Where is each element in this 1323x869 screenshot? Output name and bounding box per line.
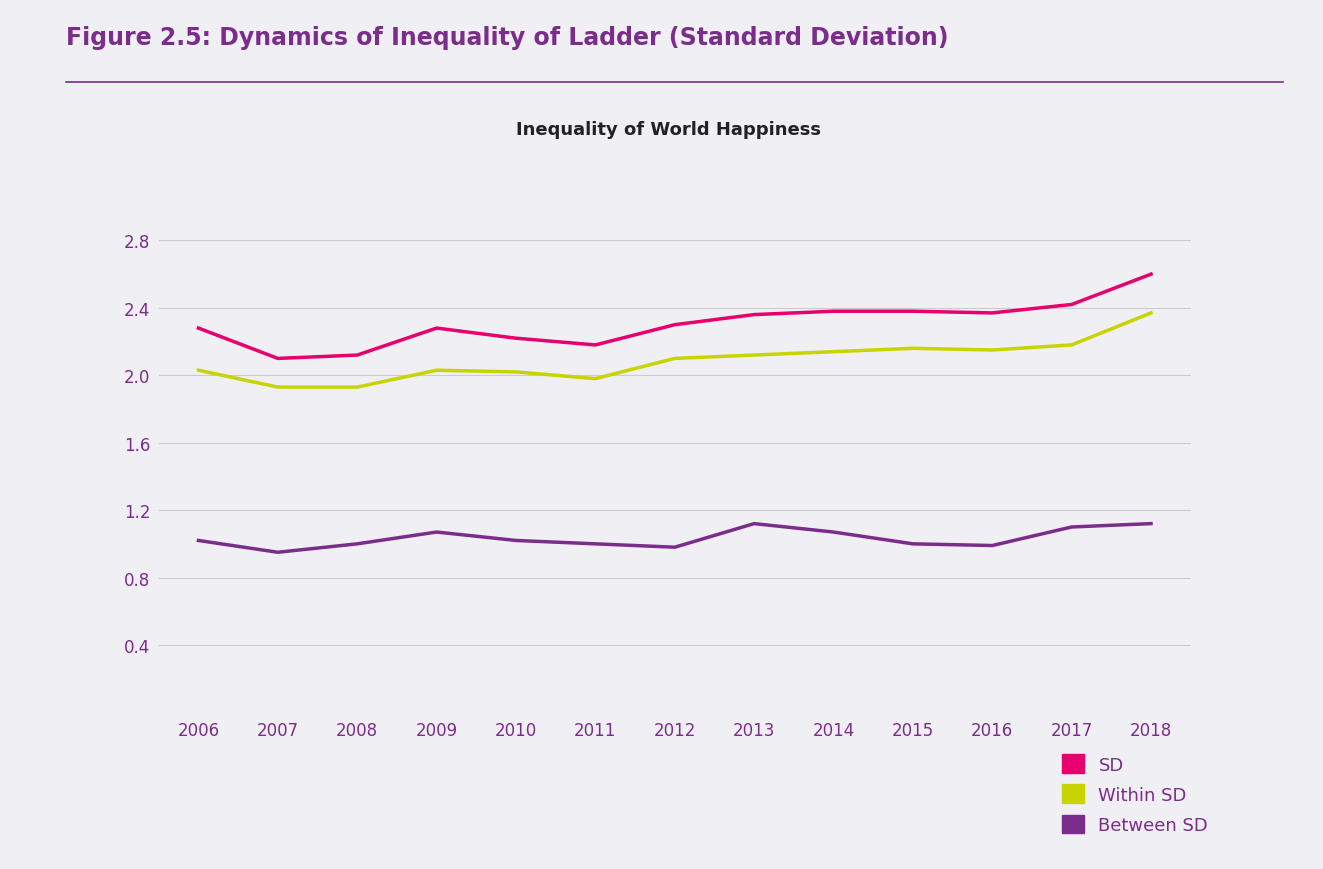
Text: Inequality of World Happiness: Inequality of World Happiness: [516, 121, 820, 139]
Text: Figure 2.5: Dynamics of Inequality of Ladder (Standard Deviation): Figure 2.5: Dynamics of Inequality of La…: [66, 26, 949, 50]
Legend: SD, Within SD, Between SD: SD, Within SD, Between SD: [1062, 754, 1208, 834]
